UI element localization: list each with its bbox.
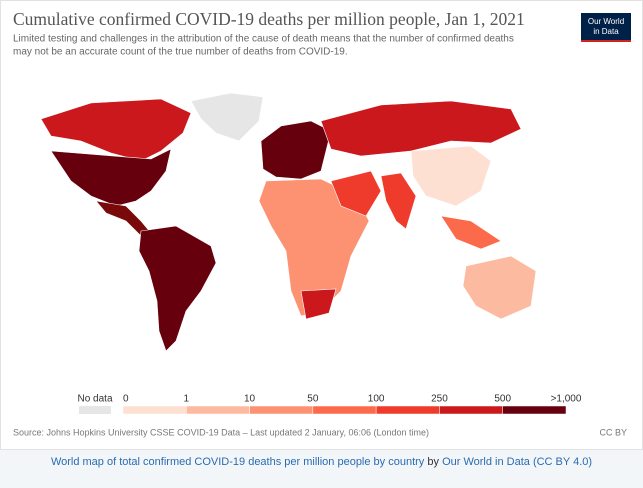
caption: World map of total confirmed COVID-19 de… — [0, 456, 643, 468]
legend-swatch — [502, 405, 567, 415]
subtitle: Limited testing and challenges in the at… — [13, 34, 514, 45]
title: Cumulative confirmed COVID-19 deaths per… — [13, 9, 525, 29]
middle-east — [330, 170, 382, 217]
legend-tick-label: 500 — [494, 394, 511, 405]
card: Cumulative confirmed COVID-19 deaths per… — [0, 0, 643, 450]
legend-swatch — [439, 405, 503, 415]
china — [410, 145, 492, 207]
usa — [50, 148, 172, 207]
greenland — [190, 92, 264, 142]
legend: No data 0 1 10 50 100 250 500 >1,000 — [77, 394, 582, 415]
legend-tick-label: 0 — [123, 394, 129, 405]
source: Source: Johns Hopkins University CSSE CO… — [13, 427, 429, 437]
canada — [40, 98, 192, 162]
south-america — [138, 225, 217, 352]
no-data-swatch — [79, 406, 111, 414]
legend-swatch — [122, 405, 187, 415]
legend-swatch — [186, 405, 250, 415]
russia — [320, 100, 522, 157]
south-asia — [380, 172, 417, 230]
logo[interactable]: Our World in Data — [581, 13, 631, 42]
caption-link[interactable]: Our World in Data — [442, 456, 530, 468]
logo-text: Our World — [588, 17, 624, 26]
no-data-label: No data — [77, 394, 112, 405]
logo-text: in Data — [593, 27, 619, 36]
southeast-asia — [440, 215, 502, 250]
caption-by: by — [427, 456, 439, 468]
caption-link[interactable]: (CC BY 4.0) — [532, 456, 593, 468]
legend-tick-label: 100 — [368, 394, 385, 405]
legend-swatch — [312, 405, 377, 415]
legend-tick-label: 1 — [184, 394, 190, 405]
caption-link[interactable]: World map of total confirmed COVID-19 de… — [50, 456, 425, 468]
logo-box — [581, 13, 631, 42]
legend-swatch — [375, 405, 440, 415]
legend-tick-label: 250 — [431, 394, 448, 405]
australia — [462, 255, 537, 320]
legend-tick-label: 10 — [244, 394, 256, 405]
subtitle: may not be an accurate count of the true… — [13, 47, 348, 58]
europe — [260, 120, 332, 180]
legend-swatch — [249, 405, 314, 415]
map-figure: Cumulative confirmed COVID-19 deaths per… — [13, 9, 631, 437]
legend-tick-label: 50 — [307, 394, 319, 405]
logo-stripe — [581, 40, 631, 42]
legend-tick-label: >1,000 — [551, 394, 582, 405]
license: CC BY — [599, 427, 627, 437]
southern-africa — [300, 288, 337, 320]
world-map — [40, 92, 537, 352]
